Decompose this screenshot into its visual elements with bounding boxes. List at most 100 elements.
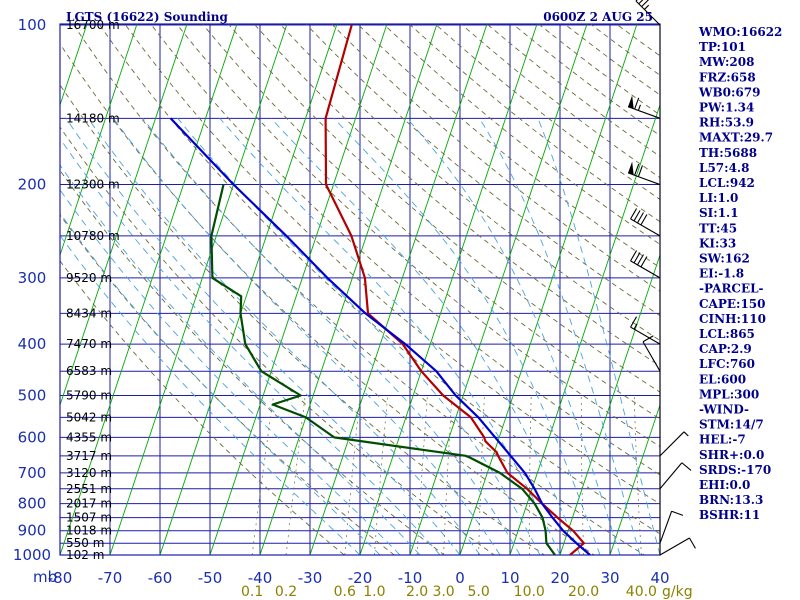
pressure-unit-label: mb bbox=[33, 568, 57, 586]
isotherm-line bbox=[559, 253, 660, 555]
moist-adiabat bbox=[333, 117, 601, 555]
mixing-ratio-label: 20.0 bbox=[568, 584, 599, 600]
barb-half bbox=[633, 323, 638, 330]
dry-adiabat bbox=[60, 169, 446, 555]
index-entry: SI:1.1 bbox=[699, 206, 739, 220]
index-entry: CINH:110 bbox=[699, 312, 766, 326]
pressure-tick-label: 900 bbox=[18, 522, 47, 540]
barb-full bbox=[630, 250, 638, 262]
height-label: 8434 m bbox=[66, 306, 112, 320]
height-label: 1018 m bbox=[66, 524, 112, 538]
index-entry: MW:208 bbox=[699, 55, 754, 69]
height-label: 9520 m bbox=[66, 271, 112, 285]
index-entry: LFC:760 bbox=[699, 357, 755, 371]
temperature-tick-label: -70 bbox=[98, 569, 123, 587]
temperature-tick-label: 10 bbox=[500, 569, 519, 587]
dry-adiabat bbox=[60, 126, 496, 555]
height-label: 3717 m bbox=[66, 449, 112, 463]
pressure-tick-label: 600 bbox=[18, 428, 47, 446]
isotherm-line bbox=[309, 24, 488, 555]
isotherm-line bbox=[209, 24, 388, 555]
mixing-ratio-unit-label: g/kg bbox=[662, 584, 693, 600]
dry-adiabat bbox=[201, 24, 660, 420]
pressure-tick-label: 1000 bbox=[13, 546, 51, 564]
pressure-tick-label: 500 bbox=[18, 386, 47, 404]
height-label: 2017 m bbox=[66, 497, 112, 511]
moist-adiabat bbox=[60, 137, 441, 555]
index-entry: SHR+:0.0 bbox=[699, 448, 764, 462]
barb-staff bbox=[630, 260, 661, 279]
index-entry: -WIND- bbox=[699, 403, 749, 417]
barb-half bbox=[683, 431, 689, 437]
index-entry: STM:14/7 bbox=[699, 418, 764, 432]
wind-barb bbox=[642, 335, 661, 372]
barb-full bbox=[681, 462, 692, 471]
isotherm-line bbox=[609, 403, 660, 555]
barb-staff bbox=[659, 431, 685, 457]
temperature-tick-label: -40 bbox=[248, 569, 273, 587]
height-label: 12300 m bbox=[66, 178, 120, 192]
mixing-ratio-line bbox=[633, 395, 642, 555]
height-label: 4355 m bbox=[66, 430, 112, 444]
isotherm-lines bbox=[60, 24, 660, 555]
mixing-ratio-label: 2.0 bbox=[406, 584, 428, 600]
barb-staff bbox=[630, 218, 661, 237]
index-entry: L57:4.8 bbox=[699, 161, 749, 175]
dry-adiabat bbox=[60, 42, 596, 555]
moist-adiabat-lines bbox=[60, 117, 660, 555]
moist-adiabat bbox=[142, 118, 521, 555]
chart-title: LGTS (16622) Sounding bbox=[66, 10, 229, 24]
height-label: 16700 m bbox=[66, 18, 120, 32]
pressure-tick-label: 800 bbox=[18, 495, 47, 513]
barb-full bbox=[688, 537, 696, 549]
valid-time: 0600Z 2 AUG 25 bbox=[543, 10, 653, 24]
pressure-tick-label: 300 bbox=[18, 269, 47, 287]
barb-staff bbox=[630, 326, 661, 345]
index-entry: CAP:2.9 bbox=[699, 342, 752, 356]
pressure-tick-label: 700 bbox=[18, 464, 47, 482]
dry-adiabat bbox=[98, 24, 660, 535]
moist-adiabat bbox=[60, 189, 401, 555]
mixing-ratio-labels: 0.1 0.2 0.6 1.0 2.0 3.0 5.0 10.0 20.0 40.0 bbox=[241, 584, 657, 600]
barb-staff bbox=[642, 341, 661, 372]
mixing-ratio-line bbox=[344, 395, 361, 555]
mixing-ratio-line bbox=[528, 395, 532, 555]
dry-adiabat bbox=[124, 24, 660, 505]
temperature-tick-label: 30 bbox=[600, 569, 619, 587]
isotherm-line bbox=[60, 24, 138, 257]
temperature-tick-label: -60 bbox=[148, 569, 173, 587]
dry-adiabat bbox=[615, 24, 660, 57]
barb-staff bbox=[627, 106, 661, 119]
barb-full bbox=[637, 254, 644, 266]
barb-full bbox=[641, 0, 650, 8]
wind-barbs bbox=[627, 0, 696, 556]
mixing-ratio-lines bbox=[251, 395, 642, 555]
temperature-tick-label: -80 bbox=[48, 569, 73, 587]
mixing-ratio-line bbox=[251, 395, 274, 555]
height-label: 14180 m bbox=[66, 111, 120, 125]
temperature-tick-label: 20 bbox=[550, 569, 569, 587]
barb-pennant bbox=[628, 161, 634, 175]
wind-barb bbox=[630, 208, 661, 237]
height-label: 5042 m bbox=[66, 410, 112, 424]
isotherm-line bbox=[359, 24, 538, 555]
height-label: 1507 m bbox=[66, 511, 112, 525]
pressure-tick-label: 200 bbox=[18, 176, 47, 194]
moist-adiabat bbox=[270, 117, 581, 555]
barb-full bbox=[633, 252, 641, 264]
barb-staff bbox=[659, 511, 673, 544]
index-entry: HEL:-7 bbox=[699, 433, 746, 447]
index-entry: MPL:300 bbox=[699, 387, 759, 401]
moist-adiabat bbox=[537, 118, 660, 555]
mixing-ratio-line bbox=[478, 395, 485, 555]
height-label: 7470 m bbox=[66, 337, 112, 351]
barb-full bbox=[630, 208, 638, 220]
pressure-tick-label: 400 bbox=[18, 335, 47, 353]
wind-barb bbox=[627, 95, 661, 119]
index-entry: FRZ:658 bbox=[699, 70, 756, 84]
height-label: 10780 m bbox=[66, 229, 120, 243]
moist-adiabat bbox=[406, 118, 621, 555]
wind-barb bbox=[659, 510, 684, 544]
moist-adiabat bbox=[60, 234, 361, 555]
mixing-ratio-line bbox=[443, 395, 453, 555]
